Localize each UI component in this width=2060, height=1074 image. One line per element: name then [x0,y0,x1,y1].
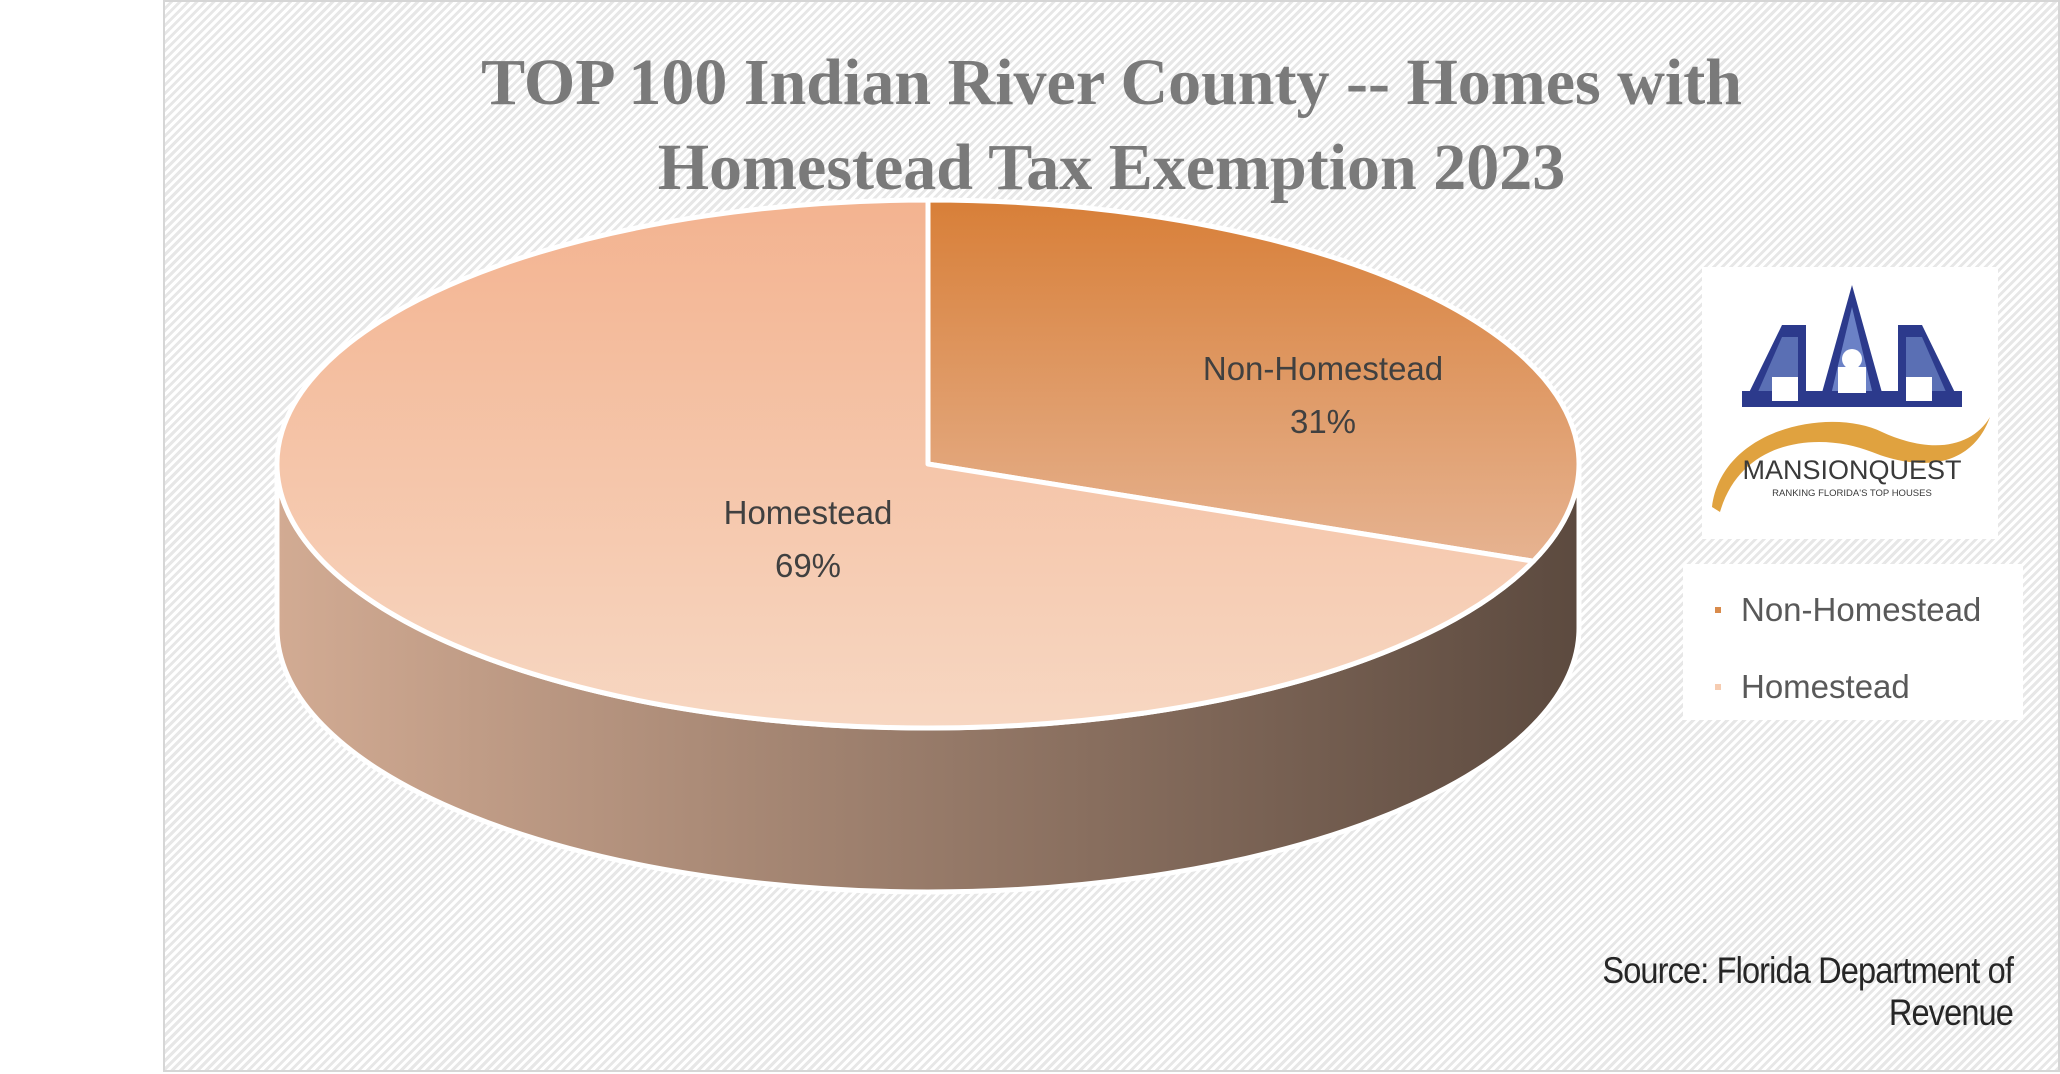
pie-data-labels: Non-Homestead 31% Homestead 69% [724,350,1444,584]
legend-swatch-non-homestead [1715,607,1721,613]
logo-tagline: RANKING FLORIDA'S TOP HOUSES [1772,488,1932,499]
data-label-value-non-homestead: 31% [1290,403,1356,440]
mansionquest-logo-icon: MANSIONQUEST RANKING FLORIDA'S TOP HOUSE… [1712,285,1990,512]
legend-item-homestead: Homestead [1683,657,2023,717]
pie-slice-non-homestead [925,197,1582,564]
source-note: Source: Florida Department of Revenue [1602,950,2014,1033]
data-label-value-homestead: 69% [775,547,841,584]
legend-item-non-homestead: Non-Homestead [1683,580,2023,640]
legend-swatch-homestead [1715,684,1721,690]
pie-slices [274,197,1582,731]
chart-title-line-1: TOP 100 Indian River County -- Homes wit… [481,46,1742,119]
mansionquest-logo: MANSIONQUEST RANKING FLORIDA'S TOP HOUSE… [1702,267,1998,539]
legend-label-non-homestead: Non-Homestead [1741,591,1982,628]
chart-title: TOP 100 Indian River County -- Homes wit… [165,40,2058,210]
chart-legend: Non-Homestead Homestead [1683,564,2023,720]
data-label-category-non-homestead: Non-Homestead [1203,350,1443,387]
chart-title-line-2: Homestead Tax Exemption 2023 [657,131,1566,204]
data-label-category-homestead: Homestead [724,494,893,531]
logo-name: MANSIONQUEST [1742,455,1961,485]
pie-slice-homestead [274,197,1536,731]
pie-chart: Non-Homestead 31% Homestead 69% [274,197,1582,895]
chart-area: TOP 100 Indian River County -- Homes wit… [163,0,2060,1072]
legend-label-homestead: Homestead [1741,668,1910,705]
